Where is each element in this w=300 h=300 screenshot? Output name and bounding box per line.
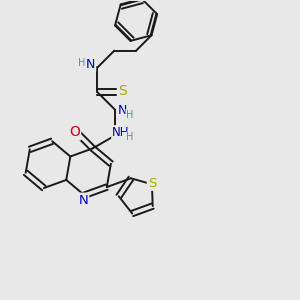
- Text: H: H: [126, 110, 134, 120]
- Text: O: O: [69, 125, 80, 140]
- Text: N: N: [79, 194, 88, 207]
- Text: NH: NH: [112, 126, 130, 139]
- Text: S: S: [148, 177, 156, 190]
- Text: H: H: [126, 133, 134, 142]
- Text: H: H: [78, 58, 85, 68]
- Text: S: S: [118, 84, 127, 98]
- Text: N: N: [86, 58, 95, 71]
- Text: N: N: [117, 104, 127, 117]
